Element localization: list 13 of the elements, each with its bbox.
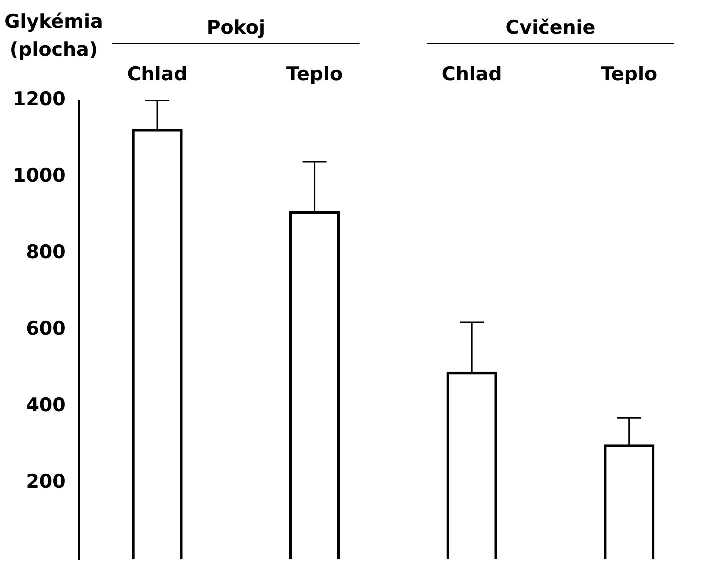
y-tick-label: 800: [26, 242, 66, 264]
x-tick-label: Chlad: [127, 63, 188, 86]
y-tick-label: 600: [26, 318, 66, 340]
y-tick-label: 400: [26, 394, 66, 417]
text: Pokoj: [206, 17, 266, 39]
x-tick-label: Teplo: [601, 63, 658, 86]
y-axis-title: Glykémia (plocha): [4, 10, 104, 63]
y-tick-label: 1200: [12, 88, 66, 111]
text: Cvičenie: [506, 17, 596, 39]
x-tick-label: Teplo: [286, 63, 344, 86]
y-tick-label: 200: [26, 471, 66, 494]
y-tick-label: 1000: [12, 165, 66, 188]
x-tick-label: Chlad: [442, 63, 502, 86]
